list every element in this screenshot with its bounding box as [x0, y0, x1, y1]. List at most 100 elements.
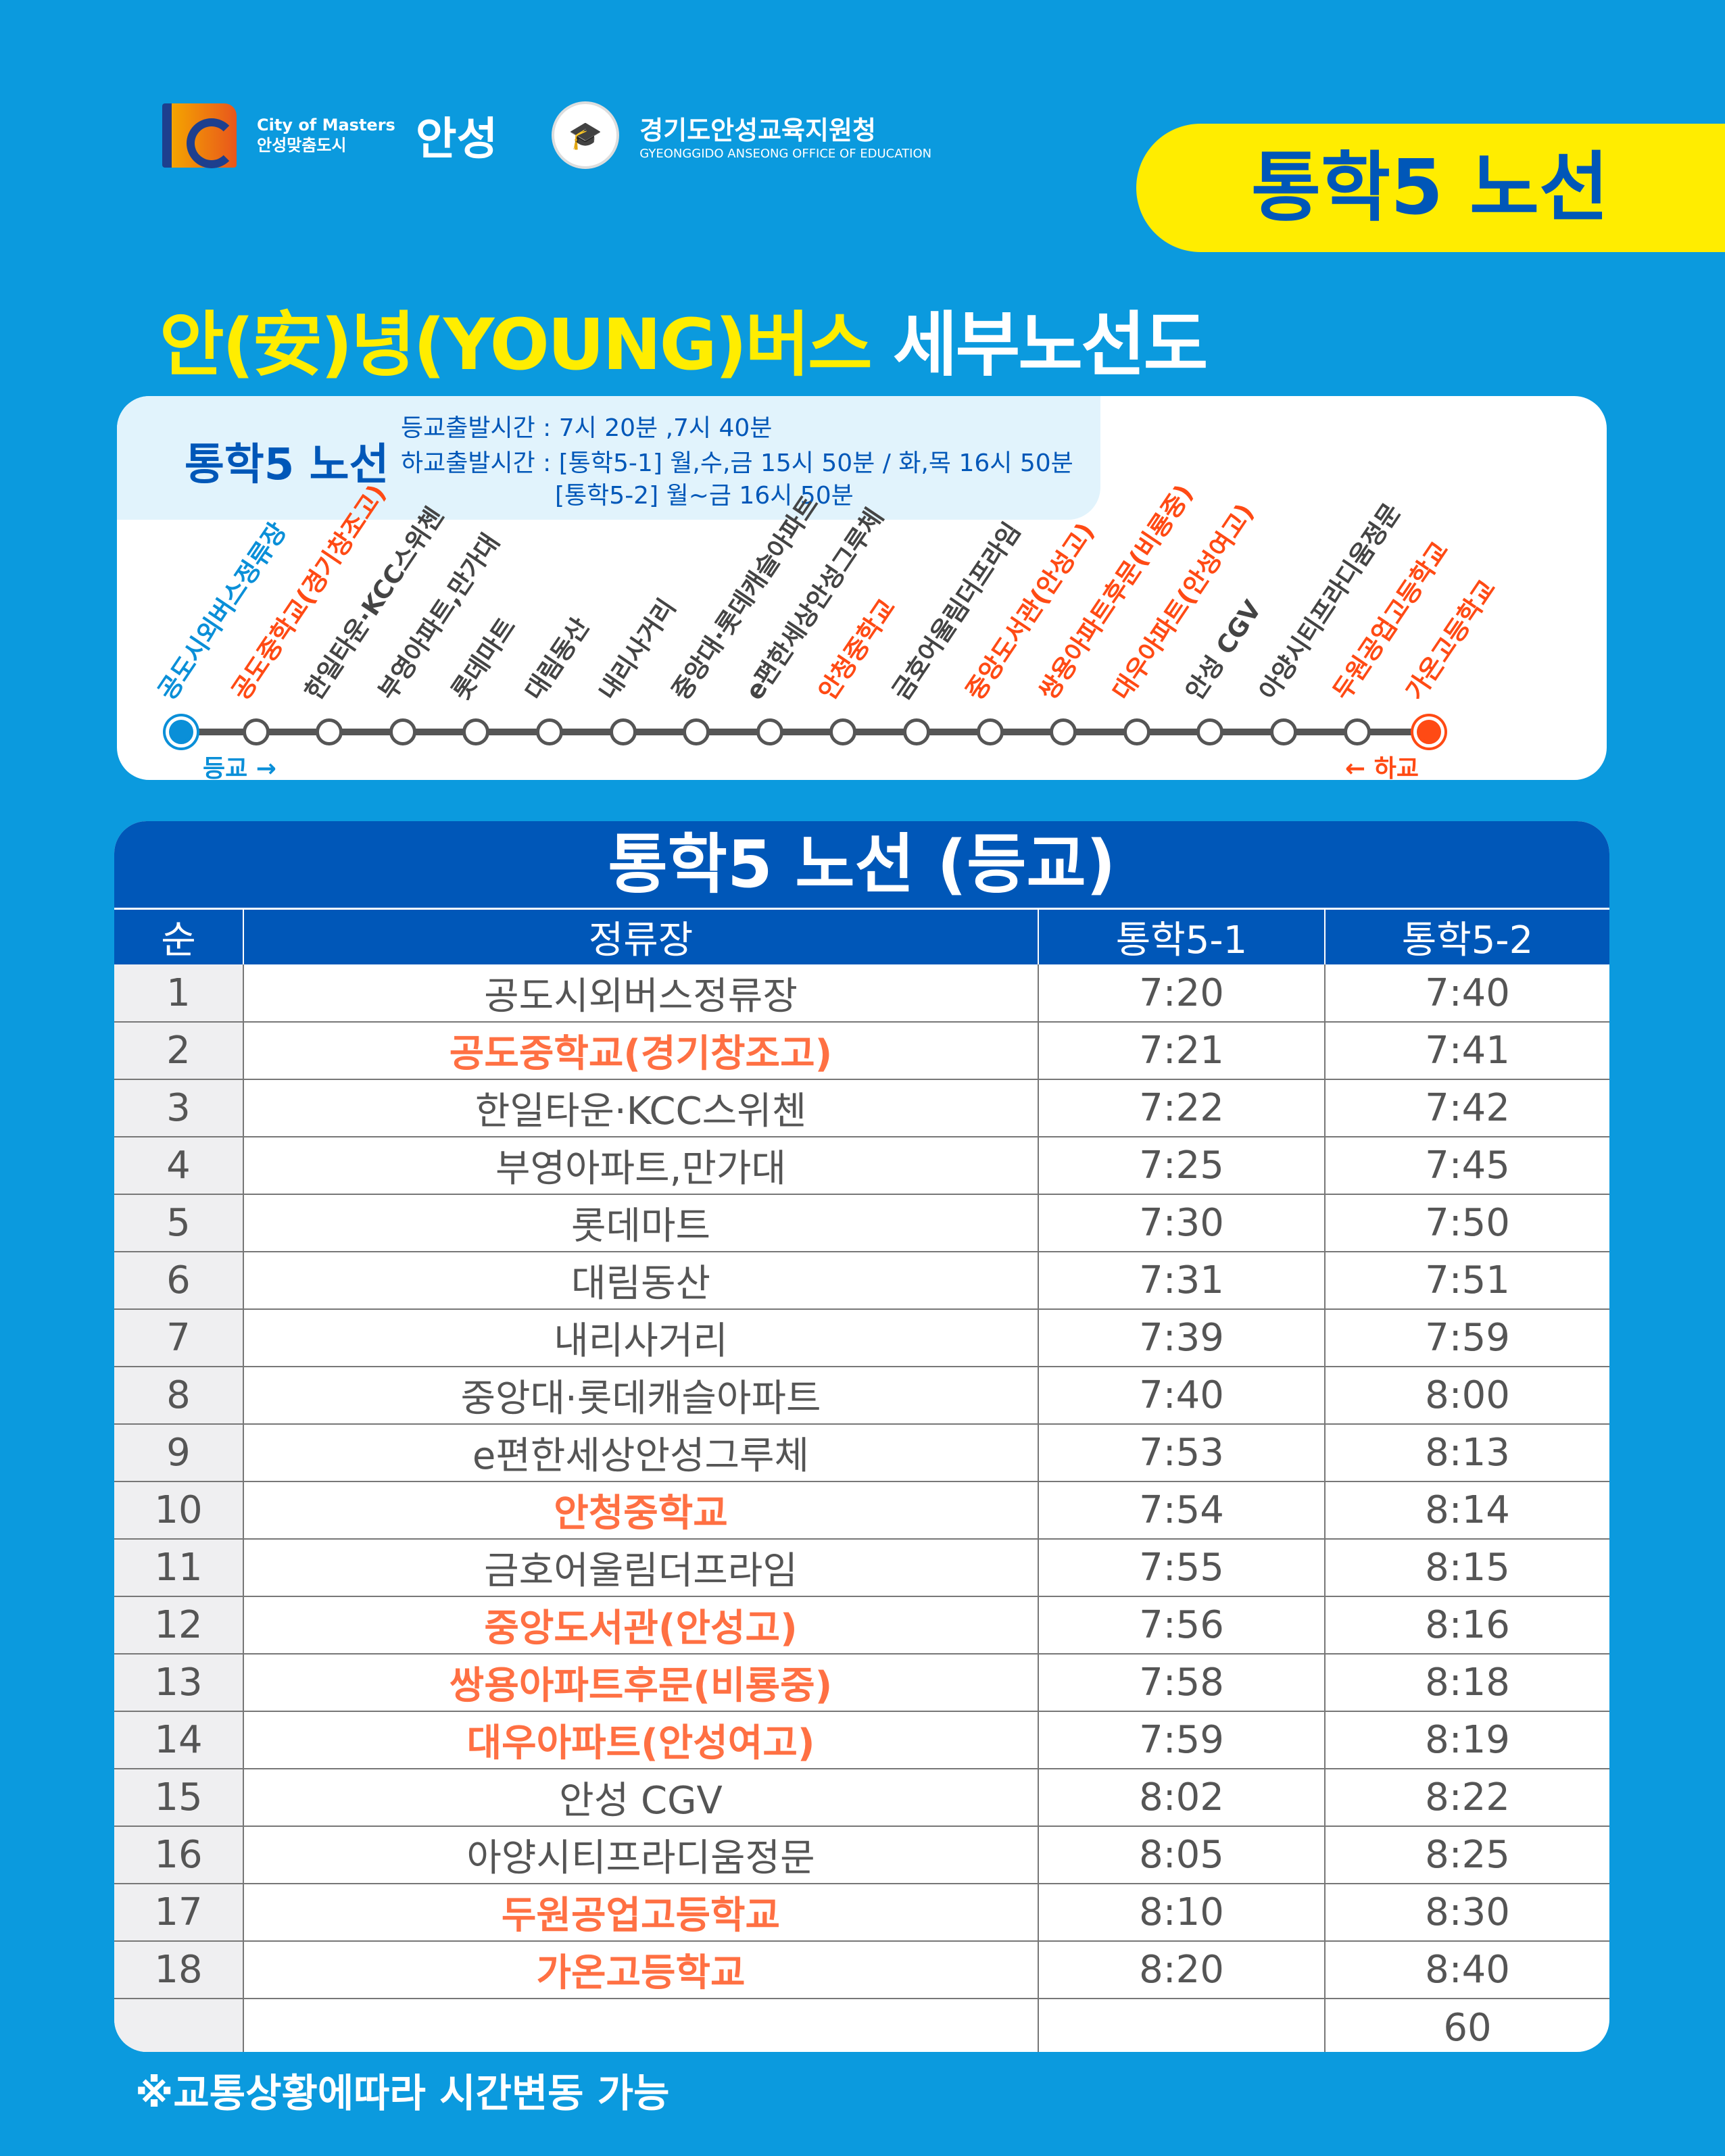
header-logos: City of Masters 안성맞춤도시 안성 🎓 경기도안성교육지원청 G…	[162, 101, 931, 169]
row-number: 15	[114, 1768, 243, 1826]
station-marker	[316, 718, 343, 745]
time-5-2: 7:59	[1324, 1308, 1609, 1367]
row-number: 10	[114, 1481, 243, 1539]
table-row: 1 공도시외버스정류장 7:20 7:40	[114, 964, 1609, 1022]
station-marker	[976, 718, 1004, 745]
station-marker	[903, 718, 930, 745]
table-row: 7 내리사거리 7:39 7:59	[114, 1308, 1609, 1367]
row-number: 17	[114, 1883, 243, 1941]
table-row: 16 아양시티프라디움정문 8:05 8:25	[114, 1826, 1609, 1884]
time-5-1: 7:59	[1038, 1711, 1325, 1769]
table-row: 3 한일타운·KCC스위첸 7:22 7:42	[114, 1079, 1609, 1137]
time-5-1: 8:05	[1038, 1826, 1325, 1884]
row-number: 16	[114, 1826, 243, 1884]
route-info: 통학5 노선 등교출발시간 : 7시 20분 ,7시 40분 하교출발시간 : …	[117, 396, 1100, 520]
time-5-2: 8:25	[1324, 1826, 1609, 1884]
time-5-2: 7:40	[1324, 964, 1609, 1022]
time-5-1: 7:58	[1038, 1653, 1325, 1711]
station-marker	[1343, 718, 1371, 745]
time-5-2: 7:51	[1324, 1251, 1609, 1309]
time-5-1: 7:55	[1038, 1538, 1325, 1596]
table-row: 17 두원공업고등학교 8:10 8:30	[114, 1883, 1609, 1941]
stop-name: 중앙도서관(안성고)	[243, 1596, 1038, 1654]
table-row: 9 e편한세상안성그루체 7:53 8:13	[114, 1423, 1609, 1481]
city-name: 안성	[415, 113, 498, 165]
stop-name: 대우아파트(안성여고)	[243, 1711, 1038, 1769]
table-row: 14 대우아파트(안성여고) 7:59 8:19	[114, 1711, 1609, 1769]
station-marker	[389, 718, 416, 745]
time-5-2: 8:18	[1324, 1653, 1609, 1711]
time-5-1	[1038, 1998, 1325, 2052]
station-marker	[609, 718, 637, 745]
time-5-1: 7:22	[1038, 1079, 1325, 1137]
time-5-2: 8:00	[1324, 1366, 1609, 1424]
time-5-1: 7:39	[1038, 1308, 1325, 1367]
time-5-1: 8:02	[1038, 1768, 1325, 1826]
station-marker	[1196, 718, 1224, 745]
table-row: 2 공도중학교(경기창조고) 7:21 7:41	[114, 1021, 1609, 1079]
stop-name: 중앙대·롯데캐슬아파트	[243, 1366, 1038, 1424]
page-title: 안(安)녕(YOUNG)버스 세부노선도	[160, 303, 1208, 386]
stop-name: 대림동산	[243, 1251, 1038, 1309]
station-marker	[829, 718, 857, 745]
time-5-1: 7:40	[1038, 1366, 1325, 1424]
stop-name: 부영아파트,만가대	[243, 1136, 1038, 1194]
station-marker	[462, 718, 490, 745]
time-5-2: 8:22	[1324, 1768, 1609, 1826]
stop-name: 가온고등학교	[243, 1940, 1038, 1999]
timetable-title: 통학5 노선 (등교)	[114, 821, 1609, 908]
time-5-2: 8:19	[1324, 1711, 1609, 1769]
row-number: 6	[114, 1251, 243, 1309]
time-5-1: 7:30	[1038, 1194, 1325, 1252]
time-5-1: 8:20	[1038, 1940, 1325, 1999]
time-5-2: 8:40	[1324, 1940, 1609, 1999]
time-5-1: 7:56	[1038, 1596, 1325, 1654]
city-slogan: City of Masters 안성맞춤도시	[257, 116, 395, 155]
time-5-2: 8:30	[1324, 1883, 1609, 1941]
row-number: 4	[114, 1136, 243, 1194]
row-number: 3	[114, 1079, 243, 1137]
time-5-1: 7:25	[1038, 1136, 1325, 1194]
route-line	[186, 729, 1430, 735]
time-5-2: 7:50	[1324, 1194, 1609, 1252]
stop-name: 내리사거리	[243, 1308, 1038, 1367]
stop-name: 한일타운·KCC스위첸	[243, 1079, 1038, 1137]
stop-name: 공도시외버스정류장	[243, 964, 1038, 1022]
row-number	[114, 1998, 243, 2052]
education-office-seal-icon: 🎓	[552, 101, 620, 169]
row-number: 13	[114, 1653, 243, 1711]
stop-name: 두원공업고등학교	[243, 1883, 1038, 1941]
time-5-2: 7:42	[1324, 1079, 1609, 1137]
table-row: 5 롯데마트 7:30 7:50	[114, 1194, 1609, 1252]
time-5-1: 7:21	[1038, 1021, 1325, 1079]
table-row: 13 쌍용아파트후문(비룡중) 7:58 8:18	[114, 1653, 1609, 1711]
table-row: 18 가온고등학교 8:20 8:40	[114, 1940, 1609, 1999]
station-marker	[1417, 720, 1442, 744]
table-row: 6 대림동산 7:31 7:51	[114, 1251, 1609, 1309]
stop-name: 안청중학교	[243, 1481, 1038, 1539]
station-marker	[242, 718, 270, 745]
time-5-2: 8:13	[1324, 1423, 1609, 1481]
station-marker	[1123, 718, 1150, 745]
row-number: 9	[114, 1423, 243, 1481]
time-5-2: 8:14	[1324, 1481, 1609, 1539]
row-number: 11	[114, 1538, 243, 1596]
time-5-1: 7:20	[1038, 964, 1325, 1022]
table-row: 11 금호어울림더프라임 7:55 8:15	[114, 1538, 1609, 1596]
stop-name	[243, 1998, 1038, 2052]
row-number: 5	[114, 1194, 243, 1252]
table-row: 12 중앙도서관(안성고) 7:56 8:16	[114, 1596, 1609, 1654]
row-number: 8	[114, 1366, 243, 1424]
time-5-2: 7:45	[1324, 1136, 1609, 1194]
stop-name: 안성 CGV	[243, 1768, 1038, 1826]
station-marker	[683, 718, 710, 745]
time-5-2: 8:15	[1324, 1538, 1609, 1596]
start-direction-label: 등교 →	[203, 755, 276, 783]
stop-name: 금호어울림더프라임	[243, 1538, 1038, 1596]
station-marker	[1270, 718, 1297, 745]
column-header: 순	[114, 908, 243, 964]
row-number: 14	[114, 1711, 243, 1769]
time-5-2: 8:16	[1324, 1596, 1609, 1654]
column-header: 통학5-2	[1324, 908, 1609, 964]
time-5-1: 8:10	[1038, 1883, 1325, 1941]
